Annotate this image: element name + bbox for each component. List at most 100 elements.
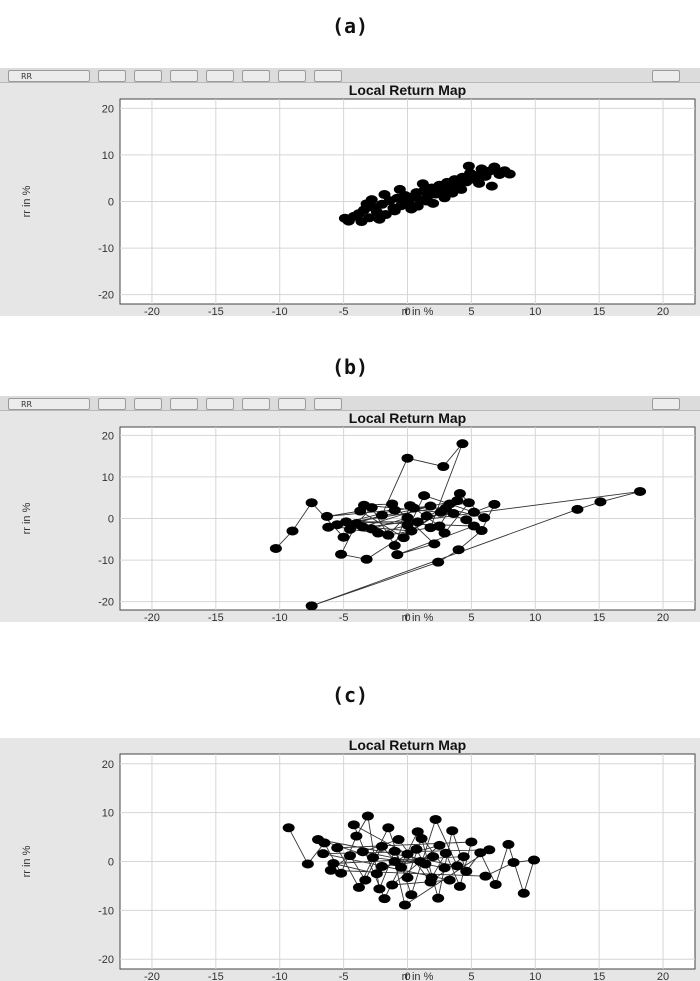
data-point <box>335 549 348 559</box>
x-tick-label: -5 <box>339 306 349 316</box>
y-tick-label: 20 <box>102 759 114 771</box>
data-point <box>439 848 452 858</box>
data-point <box>388 206 401 216</box>
data-point <box>321 511 333 521</box>
info-icon[interactable] <box>98 398 126 410</box>
grid-icon[interactable] <box>134 398 162 410</box>
y-tick-label: 0 <box>108 514 114 526</box>
data-point <box>411 201 424 211</box>
data-point <box>359 875 372 885</box>
y-tick-label: -10 <box>98 555 114 567</box>
data-point <box>301 859 314 869</box>
y-tick-label: -20 <box>98 954 114 966</box>
data-cursor-icon[interactable] <box>278 398 306 410</box>
chart-title: Local Return Map <box>349 410 466 426</box>
data-point <box>446 826 459 836</box>
data-point <box>465 837 478 847</box>
play-icon[interactable] <box>652 398 680 410</box>
x-tick-label: -20 <box>144 612 160 622</box>
data-point <box>388 857 401 866</box>
data-point <box>503 169 516 179</box>
edit-plot-icon[interactable] <box>314 398 342 410</box>
toolbar-label-button[interactable]: RR <box>8 398 90 410</box>
y-tick-label: 0 <box>108 857 114 869</box>
data-point <box>456 439 469 449</box>
data-point <box>462 498 475 508</box>
image-icon[interactable] <box>170 398 198 410</box>
data-point <box>375 841 388 851</box>
data-point <box>393 184 406 194</box>
zoom-in-icon[interactable] <box>206 70 234 82</box>
data-point <box>446 188 459 198</box>
zoom-out-icon[interactable] <box>242 398 270 410</box>
x-tick-label: -5 <box>339 971 349 981</box>
play-icon[interactable] <box>652 70 680 82</box>
data-point <box>451 496 464 506</box>
info-icon[interactable] <box>98 70 126 82</box>
y-tick-label: -20 <box>98 290 114 302</box>
data-point <box>405 526 418 536</box>
data-point <box>347 820 360 830</box>
data-point <box>427 852 440 862</box>
data-point <box>460 866 473 876</box>
y-tick-label: 10 <box>102 472 114 484</box>
chart-a: Local Return Map -20 -15 -10 -5 0 5 10 15 20 20 10 0… <box>21 82 696 316</box>
data-point <box>388 541 401 551</box>
data-point <box>398 900 411 910</box>
zoom-out-icon[interactable] <box>242 70 270 82</box>
data-point <box>360 554 373 564</box>
data-point <box>420 511 433 521</box>
x-tick-label: -10 <box>272 971 288 981</box>
data-point <box>424 501 437 511</box>
data-point <box>502 839 515 849</box>
y-axis-label: rr in % <box>21 185 33 217</box>
x-tick-label: -20 <box>144 306 160 316</box>
data-point <box>455 184 468 194</box>
toolbar-label-button[interactable]: RR <box>8 70 90 82</box>
edit-plot-icon[interactable] <box>314 70 342 82</box>
panel-label-c: (c) <box>331 683 369 707</box>
data-point <box>356 522 369 532</box>
grid-icon[interactable] <box>134 70 162 82</box>
data-layer <box>282 811 540 910</box>
data-point <box>634 486 647 496</box>
data-point <box>467 507 480 517</box>
panel-label-a: (a) <box>331 14 369 38</box>
data-point <box>415 834 428 844</box>
image-icon[interactable] <box>170 70 198 82</box>
panel-label-b: (b) <box>331 355 369 379</box>
data-point <box>473 178 486 188</box>
data-point <box>434 507 447 517</box>
data-point <box>391 550 404 560</box>
data-point <box>338 213 351 223</box>
data-point <box>489 879 502 889</box>
data-point <box>327 858 340 868</box>
data-point <box>361 811 374 821</box>
data-point <box>360 199 373 209</box>
data-point <box>424 523 437 533</box>
data-point <box>485 181 498 191</box>
x-tick-label: 20 <box>657 971 669 981</box>
data-point <box>452 545 465 555</box>
x-tick-label: -15 <box>208 612 224 622</box>
data-point <box>428 539 441 549</box>
data-point <box>401 513 414 523</box>
chart-title: Local Return Map <box>349 738 466 753</box>
data-point <box>433 840 446 850</box>
x-tick-label: -10 <box>272 612 288 622</box>
data-point <box>401 873 414 883</box>
figure-toolbar: RR <box>0 396 700 411</box>
y-tick-label: -10 <box>98 243 114 255</box>
x-tick-label: 5 <box>468 971 474 981</box>
data-cursor-icon[interactable] <box>278 70 306 82</box>
data-point <box>331 843 344 853</box>
data-point <box>358 500 371 510</box>
zoom-in-icon[interactable] <box>206 398 234 410</box>
data-point <box>451 861 464 871</box>
data-point <box>447 509 460 519</box>
data-point <box>312 835 325 845</box>
data-point <box>352 882 365 892</box>
y-axis-label: rr in % <box>21 845 33 877</box>
data-point <box>269 543 282 553</box>
data-point <box>355 217 368 227</box>
